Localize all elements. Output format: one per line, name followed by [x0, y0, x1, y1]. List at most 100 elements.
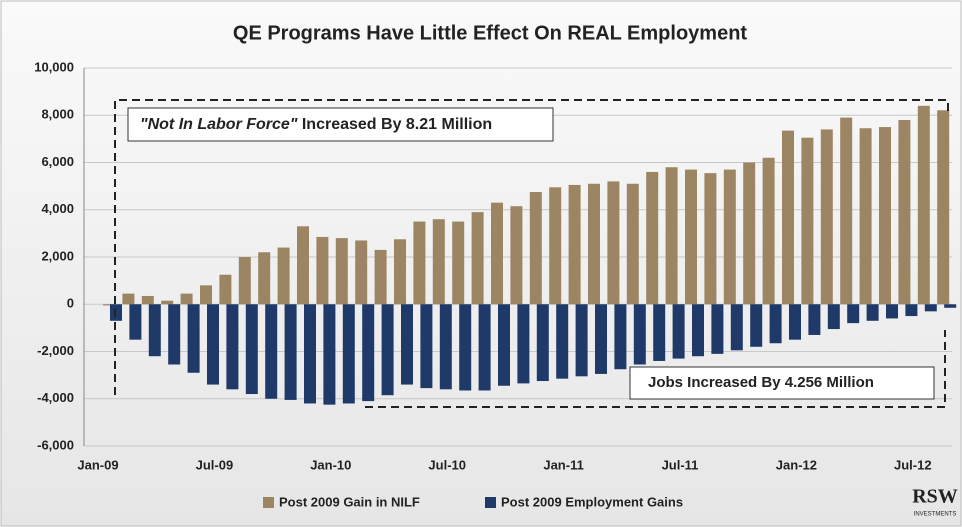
x-tick-label: Jul-11: [662, 457, 699, 472]
bar: [588, 183, 600, 305]
x-tick-label: Jan-10: [310, 457, 351, 472]
bar: [866, 304, 879, 321]
bar: [498, 304, 510, 386]
x-tick-label: Jan-12: [776, 457, 817, 472]
bar: [374, 249, 387, 305]
bar: [723, 169, 736, 305]
legend-swatch: [263, 497, 274, 508]
bar: [161, 300, 174, 305]
annotation-box: [629, 366, 935, 400]
y-tick-label: 8,000: [41, 107, 74, 122]
bar: [141, 295, 154, 305]
bar: [905, 304, 918, 317]
x-tick-label: Jul-10: [428, 457, 466, 472]
bar: [692, 304, 704, 357]
bar: [898, 119, 911, 305]
bar: [277, 247, 290, 305]
bar: [381, 304, 394, 396]
y-tick-label: 10,000: [34, 59, 74, 74]
y-tick-label: -4,000: [37, 390, 74, 405]
bar: [122, 293, 135, 305]
bar: [750, 304, 763, 347]
legend-label: Post 2009 Employment Gains: [501, 494, 683, 509]
y-tick-label: 2,000: [41, 248, 74, 263]
bar: [614, 304, 627, 370]
bar: [459, 304, 472, 391]
y-tick-label: 4,000: [41, 201, 74, 216]
bar: [129, 304, 142, 340]
annotation-italic: "Not In Labor Force": [140, 116, 298, 133]
bar: [258, 252, 271, 305]
bar: [536, 304, 549, 382]
bar: [633, 304, 646, 365]
bar: [879, 127, 891, 305]
bar: [646, 171, 659, 305]
bar: [711, 304, 724, 354]
bar: [517, 304, 530, 384]
bar: [653, 304, 666, 361]
bar: [789, 304, 801, 340]
bar: [478, 304, 491, 391]
bar: [323, 304, 336, 405]
bar: [568, 184, 581, 305]
bar: [219, 274, 232, 305]
y-tick-label: 0: [67, 296, 74, 311]
bar: [420, 304, 433, 389]
legend-swatch: [485, 497, 496, 508]
bar: [665, 167, 678, 305]
legend-label: Post 2009 Gain in NILF: [279, 494, 420, 509]
bar: [413, 221, 426, 305]
y-tick-label: 6,000: [41, 154, 74, 169]
annotation: "Not In Labor Force" Increased By 8.21 M…: [140, 116, 492, 133]
bar: [575, 304, 588, 377]
bar: [808, 304, 821, 335]
bar: [401, 304, 413, 385]
annotation-frame: [114, 99, 949, 395]
bar: [200, 285, 212, 305]
bar: [238, 257, 251, 305]
bar: [439, 304, 452, 390]
bar: [103, 304, 115, 306]
bar: [944, 304, 957, 308]
bar: [762, 157, 775, 305]
bar: [685, 169, 697, 305]
bar: [801, 137, 814, 305]
bar: [782, 130, 794, 305]
bar: [556, 304, 569, 379]
bar: [886, 304, 898, 319]
bar: [180, 293, 193, 305]
bar: [730, 304, 743, 351]
bar: [335, 238, 348, 305]
bar: [704, 173, 717, 305]
x-tick-label: Jan-09: [77, 457, 118, 472]
bar: [362, 304, 375, 402]
bar: [769, 304, 782, 344]
bar: [265, 304, 278, 399]
x-tick-label: Jan-11: [543, 457, 583, 472]
bar: [452, 221, 465, 305]
bar: [342, 304, 355, 404]
annotation-text: Increased By 8.21 Million: [297, 116, 492, 133]
bar: [626, 183, 639, 305]
bar: [297, 226, 309, 305]
bar: [355, 240, 368, 305]
bar: [672, 304, 685, 359]
bar: [226, 304, 239, 390]
logo-subtext: INVESTMENTS: [914, 512, 957, 518]
bar: [510, 206, 523, 305]
bar: [207, 304, 219, 385]
bar: [924, 304, 937, 312]
annotation-box: [127, 107, 554, 142]
bar: [607, 181, 620, 305]
annotation-frame: [365, 330, 946, 408]
x-tick-label: Jul-09: [196, 457, 234, 472]
bar: [820, 129, 833, 305]
bar: [304, 304, 316, 404]
bar: [148, 304, 161, 357]
bar: [491, 202, 503, 305]
y-tick-label: -2,000: [37, 343, 74, 358]
bar: [187, 304, 200, 373]
bar: [394, 239, 406, 305]
chart-title: QE Programs Have Little Effect On REAL E…: [233, 22, 748, 44]
